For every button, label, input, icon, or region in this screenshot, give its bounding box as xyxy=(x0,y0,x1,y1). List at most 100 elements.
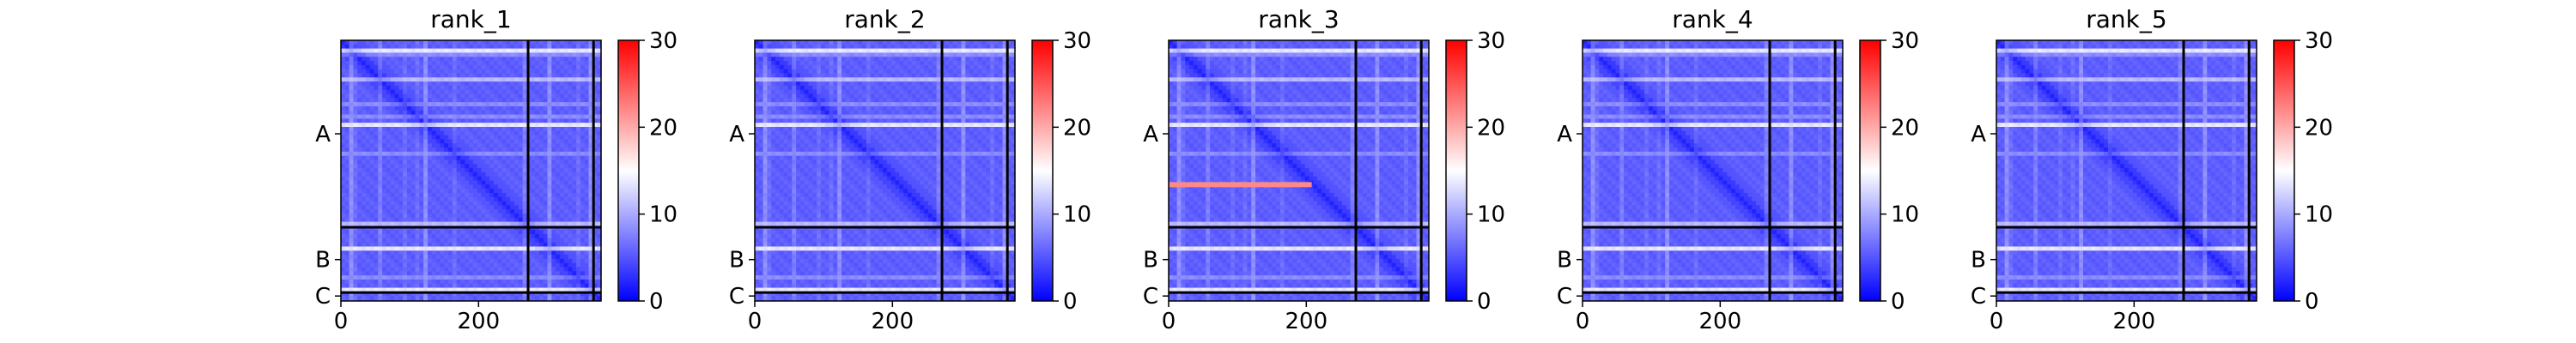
heatmap-cell xyxy=(849,69,855,75)
heatmap-cell xyxy=(440,221,445,227)
heatmap-cell xyxy=(369,242,375,248)
heatmap-cell xyxy=(580,139,586,144)
heatmap-cell xyxy=(361,105,367,111)
heatmap-cell xyxy=(572,123,577,128)
heatmap-cell xyxy=(369,164,375,169)
heatmap-cell xyxy=(374,172,379,178)
heatmap-cell xyxy=(410,61,416,66)
heatmap-cell xyxy=(469,250,474,256)
heatmap-cell xyxy=(431,242,437,248)
heatmap-cell xyxy=(423,139,428,144)
heatmap-cell xyxy=(576,40,581,45)
heatmap-cell xyxy=(489,189,495,194)
heatmap-cell xyxy=(344,230,350,235)
heatmap-cell xyxy=(472,230,478,235)
heatmap-cell xyxy=(497,258,503,264)
heatmap-cell xyxy=(357,189,362,194)
heatmap-cell xyxy=(556,147,561,153)
heatmap-cell xyxy=(543,105,549,111)
heatmap-cell xyxy=(431,102,437,107)
heatmap-cell xyxy=(767,40,772,45)
heatmap-cell xyxy=(341,246,346,251)
heatmap-cell xyxy=(990,61,995,66)
heatmap-cell xyxy=(374,242,379,248)
heatmap-cell xyxy=(592,48,598,54)
heatmap-cell xyxy=(531,147,536,153)
heatmap-cell xyxy=(936,73,942,78)
heatmap-cell xyxy=(435,114,441,119)
heatmap-cell xyxy=(584,258,590,264)
heatmap-cell xyxy=(547,89,552,95)
heatmap-cell xyxy=(535,205,540,210)
heatmap-cell xyxy=(440,139,445,144)
heatmap-cell xyxy=(514,93,519,99)
heatmap-cell xyxy=(538,40,544,45)
heatmap-cell xyxy=(829,93,834,99)
heatmap-cell xyxy=(890,89,896,95)
heatmap-cell xyxy=(522,221,528,227)
heatmap-cell xyxy=(501,61,507,66)
heatmap-cell xyxy=(787,44,793,50)
heatmap-cell xyxy=(406,155,412,161)
heatmap-cell xyxy=(493,73,499,78)
heatmap-cell xyxy=(406,164,412,169)
heatmap-cell xyxy=(568,151,573,157)
heatmap-cell xyxy=(456,172,462,178)
heatmap-cell xyxy=(472,267,478,272)
heatmap-cell xyxy=(514,114,519,119)
heatmap-cell xyxy=(353,64,358,70)
heatmap-cell xyxy=(374,135,379,141)
heatmap-cell xyxy=(440,168,445,173)
heatmap-cell xyxy=(576,262,581,268)
heatmap-cell xyxy=(758,77,764,82)
heatmap-cell xyxy=(568,168,573,173)
heatmap-cell xyxy=(547,118,552,123)
heatmap-cell xyxy=(344,221,350,227)
heatmap-cell xyxy=(469,48,474,54)
heatmap-cell xyxy=(415,105,420,111)
heatmap-cell xyxy=(472,296,478,301)
heatmap-cell xyxy=(481,184,486,190)
heatmap-cell xyxy=(431,214,437,219)
heatmap-cell xyxy=(431,267,437,272)
heatmap-cell xyxy=(403,123,408,128)
heatmap-cell xyxy=(353,48,358,54)
heatmap-cell xyxy=(423,176,428,182)
heatmap-cell xyxy=(415,89,420,95)
heatmap-cell xyxy=(444,234,449,239)
heatmap-cell xyxy=(510,238,515,244)
heatmap-cell xyxy=(465,73,470,78)
heatmap-cell xyxy=(353,246,358,251)
heatmap-cell xyxy=(369,217,375,223)
heatmap-cell xyxy=(915,44,920,50)
heatmap-cell xyxy=(932,89,938,95)
heatmap-cell xyxy=(762,93,769,99)
heatmap-cell xyxy=(993,69,999,75)
heatmap-cell xyxy=(410,85,416,91)
heatmap-cell xyxy=(369,262,375,268)
heatmap-cell xyxy=(497,271,503,276)
heatmap-cell xyxy=(531,262,536,268)
heatmap-cell xyxy=(481,57,486,62)
heatmap-cell xyxy=(403,279,408,285)
heatmap-cell xyxy=(369,279,375,285)
heatmap-cell xyxy=(485,44,490,50)
heatmap-cell xyxy=(506,118,511,123)
heatmap-cell xyxy=(341,201,346,206)
heatmap-cell xyxy=(981,98,987,103)
heatmap-cell xyxy=(556,57,561,62)
heatmap-cell xyxy=(510,110,515,116)
heatmap-cell xyxy=(597,196,602,202)
heatmap-cell xyxy=(522,139,528,144)
heatmap-cell xyxy=(472,283,478,289)
heatmap-cell xyxy=(584,159,590,165)
heatmap-cell xyxy=(547,296,552,301)
heatmap-cell xyxy=(572,184,577,190)
heatmap-cell xyxy=(775,102,781,107)
heatmap-cell xyxy=(444,246,449,251)
heatmap-cell xyxy=(386,123,392,128)
heatmap-cell xyxy=(374,296,379,301)
heatmap-cell xyxy=(799,57,805,62)
heatmap-cell xyxy=(428,110,433,116)
heatmap-cell xyxy=(779,81,785,87)
